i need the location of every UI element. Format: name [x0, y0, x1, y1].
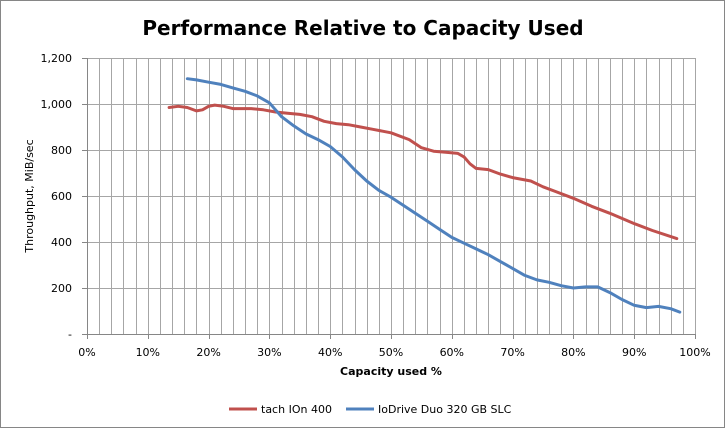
legend-label-2: IoDrive Duo 320 GB SLC [378, 403, 512, 416]
x-tick-label: 0% [78, 346, 95, 359]
x-tick-label: 30% [257, 346, 281, 359]
x-tick-label: 60% [440, 346, 464, 359]
y-tick-label: 200 [51, 282, 72, 295]
x-tick-label: 20% [196, 346, 220, 359]
x-tick-label: 100% [679, 346, 710, 359]
x-tick-label: 80% [561, 346, 585, 359]
y-tick-label: 1,000 [41, 98, 73, 111]
series-line-1 [167, 103, 679, 241]
gridlines [87, 58, 696, 334]
series-line-2 [185, 77, 682, 314]
legend-label-1: tach IOn 400 [261, 403, 332, 416]
axes [82, 58, 696, 339]
x-axis-title: Capacity used % [340, 365, 442, 378]
y-tick-label: 400 [51, 236, 72, 249]
y-axis-title: Throughput, MiB/sec [23, 139, 36, 253]
series-lines [167, 77, 682, 314]
x-tick-label: 10% [136, 346, 160, 359]
x-tick-label: 70% [500, 346, 524, 359]
x-tick-label: 90% [622, 346, 646, 359]
x-tick-label: 50% [379, 346, 403, 359]
tick-labels: - 200 400 600 800 1,000 1,200 0% 10% 20% 30% 40% 50%… [41, 52, 711, 359]
legend: tach IOn 400 IoDrive Duo 320 GB SLC [229, 403, 512, 416]
y-tick-label: 800 [51, 144, 72, 157]
x-tick-label: 40% [318, 346, 342, 359]
y-tick-label: 600 [51, 190, 72, 203]
y-tick-label: 1,200 [41, 52, 73, 65]
chart-title: Performance Relative to Capacity Used [142, 16, 583, 40]
y-tick-label: - [68, 328, 72, 341]
